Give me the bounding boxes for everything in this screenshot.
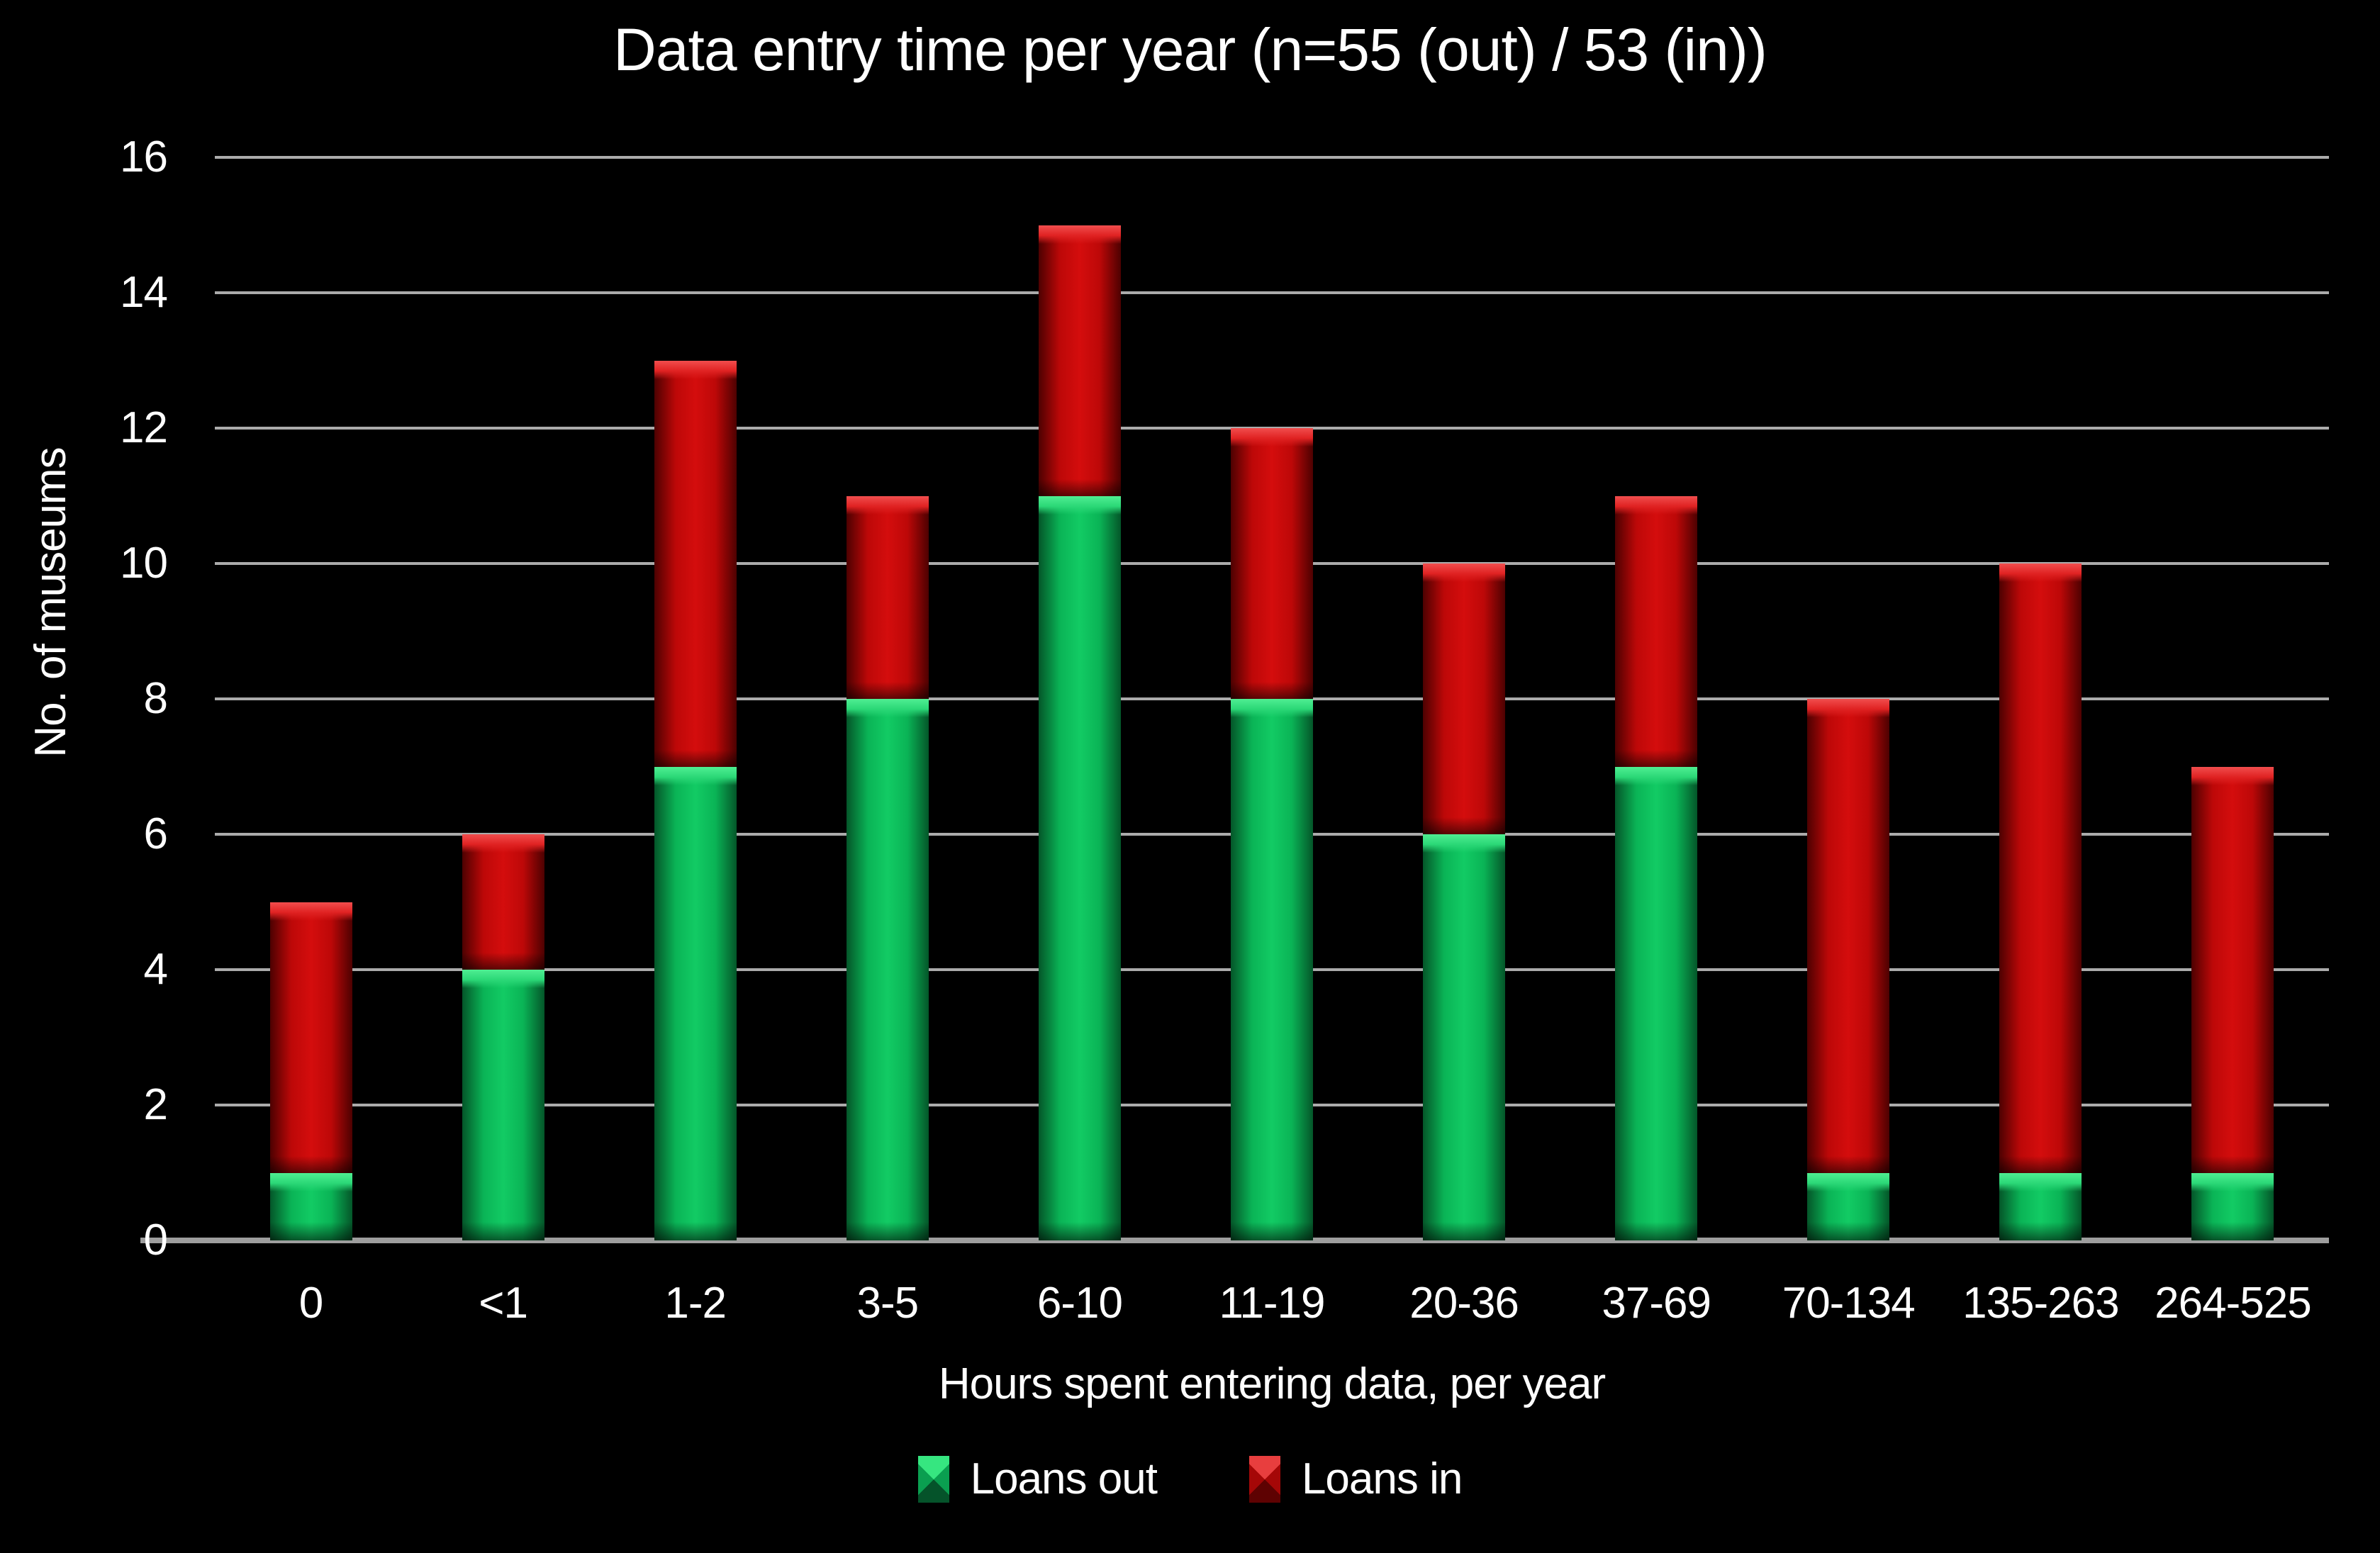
y-tick-label: 14 [120, 268, 168, 317]
bar-segment-loans-in [1423, 564, 1506, 834]
legend-swatch-red [1248, 1456, 1280, 1503]
bar-segment-loans-in [654, 360, 737, 767]
gridline [215, 291, 2329, 294]
y-tick-label: 2 [143, 1080, 168, 1129]
bar-column: 37-69 [1560, 157, 1753, 1325]
bar-segment-loans-out [1615, 766, 1698, 1240]
y-axis-title: No. of museums [26, 447, 75, 758]
bar-segment-loans-out [269, 1172, 352, 1240]
bar-segment-loans-out [2191, 1172, 2274, 1240]
bar-column: 135-263 [1945, 157, 2137, 1325]
bar-segment-loans-out [1807, 1172, 1890, 1240]
bar-column: 264-525 [2137, 157, 2329, 1325]
legend-swatch-green [917, 1456, 949, 1503]
bar-column: <1 [407, 157, 599, 1325]
bar-segment-loans-out [1999, 1172, 2082, 1240]
x-tick-label: 11-19 [1219, 1279, 1325, 1328]
bar-segment-loans-out [1230, 699, 1313, 1240]
x-tick-label: 3-5 [856, 1279, 919, 1328]
legend-item: Loans out [917, 1454, 1158, 1504]
legend: Loans out Loans in [0, 1454, 2380, 1504]
bar-segment-loans-in [1230, 428, 1313, 699]
bar-column: 20-36 [1368, 157, 1560, 1325]
x-tick-label: 0 [298, 1279, 323, 1328]
bar-segment-loans-in [1999, 564, 2082, 1173]
y-tick-label: 16 [120, 133, 168, 181]
bar-segment-loans-out [1423, 834, 1506, 1240]
gridline [215, 156, 2329, 159]
y-tick-label: 8 [143, 674, 168, 723]
y-tick-label: 10 [120, 539, 168, 588]
bar-segment-loans-in [1038, 225, 1121, 496]
x-tick-label: 264-525 [2155, 1279, 2312, 1328]
bar-segment-loans-in [462, 834, 544, 970]
x-axis-line [140, 1238, 2329, 1243]
x-tick-label: 135-263 [1962, 1279, 2120, 1328]
chart-title: Data entry time per year (n=55 (out) / 5… [613, 16, 1767, 83]
bar-segment-loans-out [846, 699, 929, 1240]
y-tick-label: 0 [143, 1216, 168, 1265]
bar-segment-loans-in [1807, 699, 1890, 1173]
bar-column: 0 [215, 157, 407, 1325]
legend-label: Loans out [970, 1454, 1158, 1503]
legend-item: Loans in [1248, 1454, 1463, 1504]
x-tick-label: <1 [479, 1279, 528, 1328]
bar-segment-loans-in [846, 495, 929, 699]
y-tick-label: 4 [143, 945, 168, 994]
bar-segment-loans-out [654, 766, 737, 1240]
bar-column: 1-2 [599, 157, 791, 1325]
y-tick-label: 6 [143, 809, 168, 858]
bar-segment-loans-out [1038, 495, 1121, 1240]
x-axis-title: Hours spent entering data, per year [938, 1359, 1606, 1408]
bar-segment-loans-in [269, 902, 352, 1173]
plot-area: 0 2 4 6 8 10 12 14 16 0 <1 1-2 3-5 6-10 11-19 20-36 37-6… [120, 135, 2329, 1325]
y-tick-label: 12 [120, 403, 168, 452]
bar-column: 6-10 [983, 157, 1175, 1325]
x-tick-label: 70-134 [1782, 1279, 1916, 1328]
bar-segment-loans-in [2191, 766, 2274, 1173]
bar-column: 11-19 [1175, 157, 1368, 1325]
x-tick-label: 1-2 [664, 1279, 727, 1328]
bar-column: 70-134 [1753, 157, 1945, 1325]
bar-segment-loans-out [462, 970, 544, 1240]
legend-label: Loans in [1301, 1454, 1463, 1503]
x-tick-label: 37-69 [1602, 1279, 1711, 1328]
bar-segment-loans-in [1615, 495, 1698, 767]
bar-column: 3-5 [791, 157, 983, 1325]
x-tick-label: 20-36 [1409, 1279, 1519, 1328]
x-tick-label: 6-10 [1037, 1279, 1123, 1328]
